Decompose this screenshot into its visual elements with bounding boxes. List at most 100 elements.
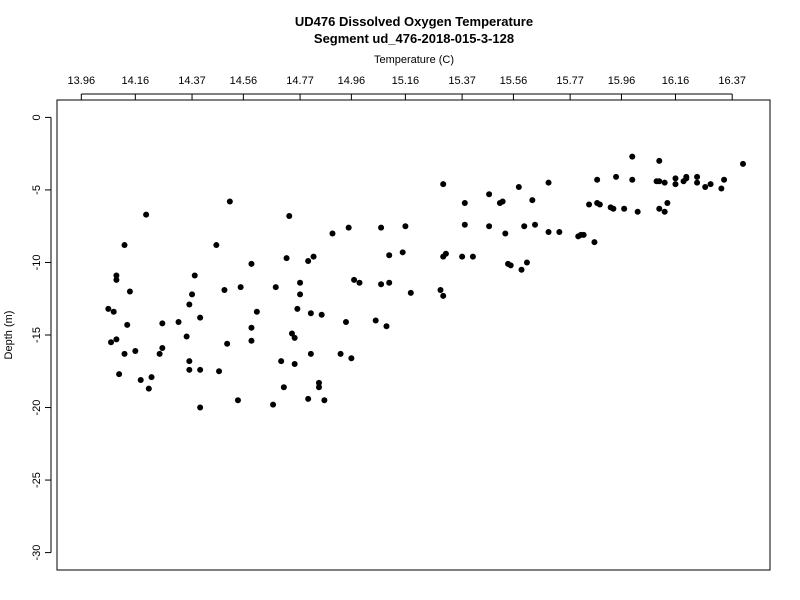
point — [507, 262, 514, 269]
point — [656, 205, 663, 212]
point — [721, 176, 728, 183]
point — [186, 366, 193, 373]
x-tick-label: 14.37 — [178, 75, 206, 87]
point — [137, 376, 144, 383]
point — [156, 350, 163, 357]
point — [461, 221, 468, 228]
point — [356, 279, 363, 286]
point — [702, 184, 709, 191]
point — [307, 310, 314, 317]
point — [116, 371, 123, 378]
point — [529, 197, 536, 204]
point — [402, 223, 409, 230]
point — [596, 201, 603, 208]
point — [440, 181, 447, 188]
point — [310, 253, 317, 260]
point — [291, 361, 298, 368]
point — [305, 258, 312, 265]
x-tick-label: 14.77 — [286, 75, 314, 87]
point — [186, 301, 193, 308]
point — [253, 308, 260, 315]
point — [739, 160, 746, 167]
point — [664, 199, 671, 206]
y-tick-label: -5 — [31, 185, 43, 195]
point — [469, 253, 476, 260]
point — [383, 323, 390, 330]
point — [159, 345, 166, 352]
point — [305, 395, 312, 402]
point — [121, 350, 128, 357]
point — [270, 401, 277, 408]
point — [288, 330, 295, 337]
point — [175, 318, 182, 325]
point — [234, 397, 241, 404]
point — [197, 314, 204, 321]
point — [440, 292, 447, 299]
point — [672, 175, 679, 182]
x-tick-label: 15.56 — [500, 75, 528, 87]
x-tick-label: 16.37 — [718, 75, 746, 87]
point — [656, 178, 663, 185]
point — [348, 355, 355, 362]
point — [321, 397, 328, 404]
point — [291, 334, 298, 341]
x-tick-label: 15.37 — [448, 75, 476, 87]
point — [594, 176, 601, 183]
point — [499, 198, 506, 205]
point — [315, 384, 322, 391]
point — [386, 279, 393, 286]
point — [718, 185, 725, 192]
point — [386, 252, 393, 259]
point — [191, 272, 198, 279]
point — [189, 291, 196, 298]
point — [502, 230, 509, 237]
point — [656, 157, 663, 164]
point — [329, 230, 336, 237]
y-tick-label: -20 — [31, 400, 43, 416]
point — [621, 205, 628, 212]
point — [610, 205, 617, 212]
point — [197, 366, 204, 373]
point — [186, 358, 193, 365]
point — [337, 350, 344, 357]
point — [126, 288, 133, 295]
point — [297, 291, 304, 298]
point — [407, 289, 414, 296]
point — [459, 253, 466, 260]
point — [518, 266, 525, 273]
point — [318, 311, 325, 318]
point — [707, 181, 714, 188]
point — [515, 184, 522, 191]
point — [286, 213, 293, 220]
point — [280, 384, 287, 391]
x-tick-label: 15.96 — [608, 75, 636, 87]
x-axis-label: Temperature (C) — [374, 54, 454, 66]
point — [237, 284, 244, 291]
x-tick-label: 14.96 — [338, 75, 366, 87]
point — [248, 337, 255, 344]
point — [248, 324, 255, 331]
x-tick-label: 14.56 — [230, 75, 258, 87]
point — [110, 308, 117, 315]
point — [556, 229, 563, 236]
y-tick-label: -10 — [31, 255, 43, 271]
point — [629, 153, 636, 160]
point — [486, 223, 493, 230]
point — [399, 249, 406, 256]
point — [213, 242, 220, 249]
point — [145, 385, 152, 392]
point — [372, 317, 379, 324]
point — [586, 201, 593, 208]
point — [345, 224, 352, 231]
point — [197, 404, 204, 411]
point — [661, 208, 668, 215]
point — [342, 318, 349, 325]
point — [378, 281, 385, 288]
chart-title: UD476 Dissolved Oxygen Temperature — [295, 14, 533, 29]
point — [634, 208, 641, 215]
point — [532, 221, 539, 228]
point — [523, 259, 530, 266]
chart-subtitle: Segment ud_476-2018-015-3-128 — [314, 31, 514, 46]
point — [294, 305, 301, 312]
